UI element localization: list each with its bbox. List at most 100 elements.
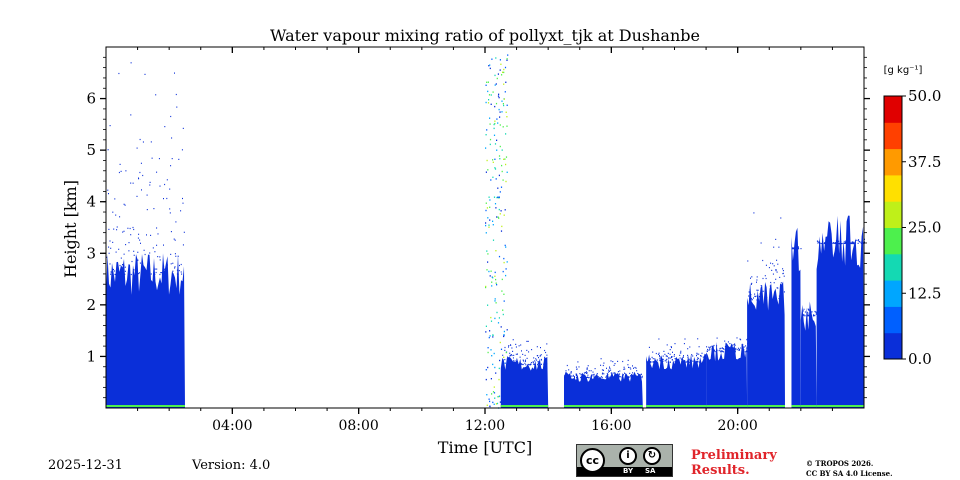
scatter-0-129 [109, 125, 111, 127]
scatter-3-29 [629, 367, 631, 369]
pixel-1-139 [495, 250, 497, 252]
scatter-6-71 [765, 277, 767, 280]
pixel-1-121 [506, 261, 508, 263]
pixel-1-201 [488, 336, 490, 339]
scatter-4-38 [696, 352, 698, 354]
scatter-3-142 [567, 376, 568, 379]
scatter-6-50 [765, 299, 767, 301]
scatter-3-93 [622, 374, 624, 376]
scatter-0-70 [116, 229, 118, 231]
scatter-6-45 [771, 269, 773, 271]
pixel-1-60 [485, 84, 487, 86]
scatter-0-9 [123, 264, 125, 266]
scatter-8-27 [814, 310, 816, 313]
scatter-3-94 [606, 373, 608, 375]
pixel-1-62 [498, 317, 500, 319]
scatter-0-44 [138, 272, 140, 274]
pixel-1-131 [494, 167, 496, 169]
scatter-5-88 [713, 350, 715, 352]
scatter-4-16 [655, 352, 657, 355]
scatter-3-114 [615, 376, 617, 378]
scatter-2-103 [524, 360, 526, 362]
scatter-0-81 [110, 271, 112, 273]
scatter-2-70 [533, 363, 535, 365]
scatter-2-88 [531, 349, 533, 351]
surface-band-3 [563, 405, 643, 407]
scatter-0-104 [142, 141, 144, 143]
scatter-3-47 [610, 369, 612, 371]
pixel-1-202 [506, 59, 508, 61]
scatter-3-95 [618, 375, 620, 377]
scatter-4-61 [671, 356, 672, 358]
pixel-1-132 [492, 363, 494, 366]
y-tick-label: 1 [86, 347, 96, 365]
pixel-1-44 [489, 405, 491, 408]
scatter-2-87 [529, 364, 531, 366]
scatter-3-23 [565, 372, 567, 374]
pixel-1-184 [506, 125, 508, 127]
scatter-2-18 [511, 354, 513, 357]
scatter-0-106 [170, 165, 172, 167]
signal-region-7 [791, 227, 802, 408]
scatter-6-34 [773, 265, 775, 267]
scatter-8-16 [816, 313, 817, 315]
scatter-0-15 [124, 204, 126, 206]
scatter-4-102 [673, 354, 675, 356]
scatter-0-12 [127, 273, 129, 275]
scatter-0-165 [125, 170, 127, 172]
scatter-3-86 [600, 364, 602, 366]
scatter-3-139 [570, 372, 572, 374]
scatter-3-72 [618, 374, 620, 376]
scatter-6-27 [751, 298, 753, 300]
scatter-3-63 [586, 368, 588, 371]
scatter-2-30 [538, 361, 540, 363]
pixel-1-238 [499, 124, 501, 126]
scatter-3-31 [627, 359, 629, 361]
scatter-2-51 [508, 346, 509, 348]
scatter-4-53 [664, 353, 666, 355]
scatter-4-74 [670, 346, 672, 348]
pixel-1-22 [492, 336, 494, 338]
scatter-0-52 [169, 208, 171, 210]
scatter-2-73 [545, 351, 547, 354]
scatter-2-54 [522, 363, 524, 366]
y-axis: 1 2 3 4 5 6 [86, 56, 870, 399]
scatter-9-90 [829, 241, 831, 243]
scatter-4-60 [647, 361, 649, 363]
scatter-0-72 [163, 268, 165, 270]
scatter-9-3 [836, 242, 838, 244]
scatter-6-67 [749, 289, 751, 291]
scatter-2-39 [544, 349, 546, 352]
scatter-3-150 [574, 376, 575, 378]
scatter-0-146 [111, 273, 113, 275]
scatter-3-130 [623, 368, 625, 370]
scatter-5-77 [729, 348, 731, 350]
pixel-1-68 [498, 108, 500, 111]
scatter-5-73 [733, 344, 735, 346]
signal-region-6 [747, 212, 786, 408]
pixel-1-89 [485, 147, 487, 149]
scatter-2-41 [546, 343, 548, 345]
scatter-0-97 [119, 163, 121, 165]
surface-band-0 [106, 405, 185, 407]
scatter-8-34 [804, 314, 806, 317]
scatter-2-61 [528, 351, 530, 353]
scatter-6-0 [775, 299, 776, 301]
scatter-3-52 [608, 369, 610, 371]
pixel-1-88 [487, 169, 489, 171]
pixel-1-189 [489, 123, 491, 125]
scatter-2-10 [543, 362, 545, 364]
scatter-3-148 [609, 377, 611, 379]
scatter-2-2 [513, 359, 515, 362]
pixel-1-77 [494, 143, 497, 145]
scatter-9-33 [845, 240, 847, 242]
scatter-0-49 [130, 273, 132, 276]
scatter-3-19 [583, 374, 585, 376]
scatter-0-144 [130, 182, 132, 184]
scatter-0-145 [171, 137, 173, 139]
scatter-8-23 [810, 311, 812, 313]
pixel-1-85 [489, 275, 491, 277]
scatter-3-66 [598, 376, 599, 378]
scatter-3-18 [592, 374, 594, 376]
pixel-1-54 [494, 168, 497, 170]
